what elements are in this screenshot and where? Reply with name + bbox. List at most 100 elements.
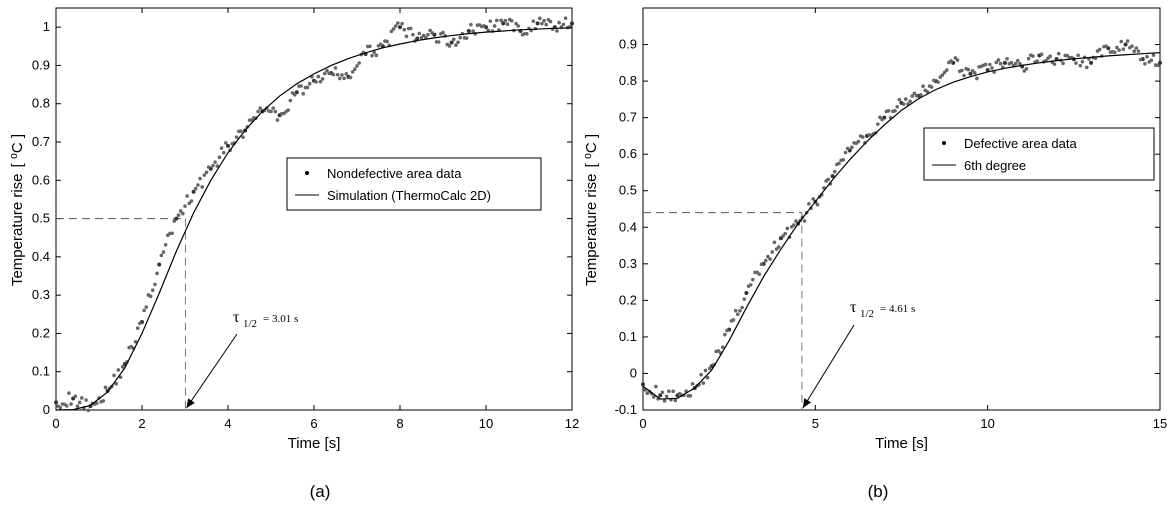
data-point xyxy=(671,389,675,394)
data-point xyxy=(271,106,275,110)
data-point xyxy=(348,75,353,80)
data-point xyxy=(1013,61,1018,66)
data-point xyxy=(925,89,930,94)
data-point xyxy=(258,106,263,111)
data-point xyxy=(544,22,548,27)
y-tick-label: 0.7 xyxy=(32,134,50,149)
data-point xyxy=(910,94,915,98)
data-point xyxy=(75,404,80,408)
data-point xyxy=(1123,42,1128,47)
data-point xyxy=(454,43,458,47)
data-point xyxy=(1056,51,1061,56)
data-point xyxy=(391,27,396,31)
data-point xyxy=(185,194,189,198)
legend: Defective area data 6th degree xyxy=(923,127,1155,181)
data-point xyxy=(936,80,940,84)
data-point xyxy=(664,394,669,399)
data-point xyxy=(163,242,168,247)
data-point xyxy=(67,391,71,395)
data-point xyxy=(766,254,770,259)
legend-marker-points xyxy=(942,141,946,145)
data-point xyxy=(570,21,574,26)
data-point xyxy=(1052,62,1057,66)
data-point xyxy=(314,80,318,84)
data-point xyxy=(725,328,729,333)
data-point xyxy=(1026,56,1031,61)
data-point xyxy=(241,135,245,139)
data-point xyxy=(1005,56,1009,61)
data-point xyxy=(651,395,656,399)
data-point xyxy=(501,21,506,26)
data-point xyxy=(331,72,336,77)
data-point xyxy=(850,145,854,150)
y-axis-label-text: Temperature rise xyxy=(583,173,600,286)
data-point xyxy=(69,402,73,406)
data-point xyxy=(305,85,310,90)
data-point xyxy=(921,84,925,89)
data-point xyxy=(114,381,118,386)
data-point xyxy=(393,24,398,28)
data-point xyxy=(1009,60,1014,65)
data-point xyxy=(196,183,200,187)
data-point xyxy=(998,61,1003,66)
data-point xyxy=(658,393,663,398)
tau-subscript: 1/2 xyxy=(860,308,874,320)
x-tick-label: 2 xyxy=(138,416,145,431)
data-point xyxy=(234,135,239,139)
data-point xyxy=(1156,63,1160,67)
data-point xyxy=(703,368,708,373)
data-point xyxy=(150,288,155,293)
data-point xyxy=(153,282,157,287)
data-point xyxy=(116,368,121,372)
data-point xyxy=(723,332,727,337)
data-point xyxy=(157,262,162,267)
data-point xyxy=(740,305,744,310)
data-point xyxy=(811,197,815,201)
panel-label: (a) xyxy=(310,482,331,501)
data-point xyxy=(138,321,142,326)
data-point xyxy=(942,70,947,75)
data-point xyxy=(469,22,473,27)
y-axis-label: Temperature rise [ ⁰C ] xyxy=(9,134,26,286)
data-point xyxy=(994,60,999,65)
data-point xyxy=(794,219,798,223)
y-tick-label: 1 xyxy=(43,19,50,34)
data-point xyxy=(193,186,198,191)
data-point xyxy=(707,366,712,371)
data-point xyxy=(561,22,566,27)
y-tick-label: 0.5 xyxy=(32,211,50,226)
data-point xyxy=(701,381,706,385)
x-tick-label: 0 xyxy=(52,416,59,431)
data-point xyxy=(983,62,988,67)
legend-entry-points: Nondefective area data xyxy=(327,166,462,181)
x-tick-label: 8 xyxy=(396,416,403,431)
data-point xyxy=(350,69,355,74)
data-point xyxy=(932,78,936,83)
data-point xyxy=(430,31,435,35)
data-point xyxy=(1031,54,1035,58)
data-point xyxy=(975,76,979,81)
data-point xyxy=(1024,67,1029,71)
x-tick-label: 10 xyxy=(479,416,493,431)
data-point xyxy=(962,73,966,78)
x-tick-label: 5 xyxy=(812,416,819,431)
data-point xyxy=(770,250,775,254)
data-point xyxy=(187,201,192,206)
data-point xyxy=(1078,63,1083,68)
data-point xyxy=(77,400,82,405)
data-point xyxy=(224,141,228,145)
data-point xyxy=(385,39,389,44)
data-point xyxy=(1134,46,1139,50)
data-point xyxy=(542,18,546,23)
data-point xyxy=(1089,60,1094,65)
tau-arrow-head xyxy=(186,398,195,408)
data-point xyxy=(1084,65,1089,70)
data-point xyxy=(320,77,325,81)
data-point xyxy=(988,62,992,67)
data-point xyxy=(772,240,777,245)
data-point xyxy=(841,157,846,162)
data-point xyxy=(919,93,923,97)
data-point xyxy=(133,339,138,344)
